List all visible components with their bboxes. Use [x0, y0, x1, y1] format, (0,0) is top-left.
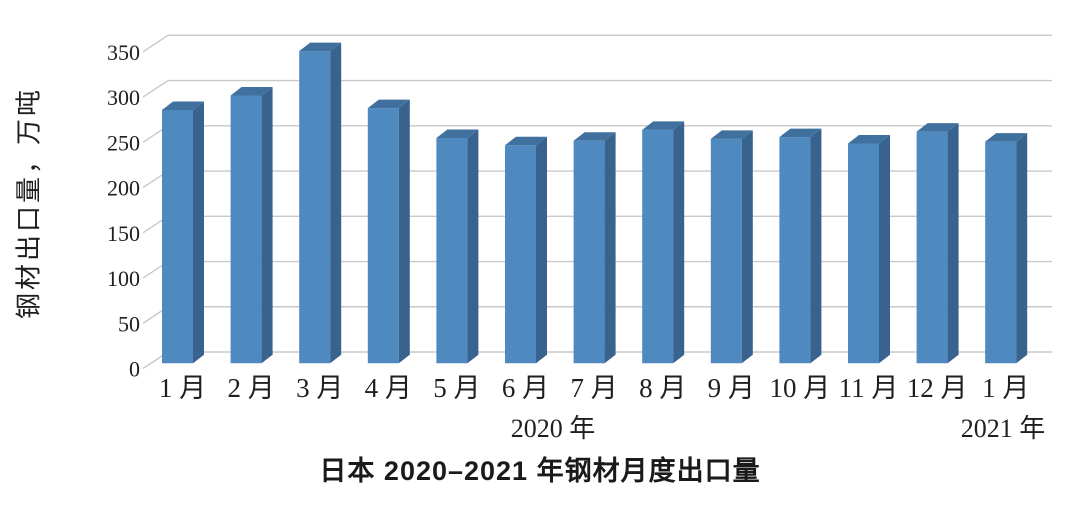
x-axis-year-label-2020: 2020 年: [510, 414, 596, 443]
chart-plot-area: 0 50 100 150 200 250 300 350 1 月 2 月 3 月 4 月 5 月 6 月 7…: [107, 34, 1052, 403]
bar: [436, 129, 479, 364]
x-month-label: 5 月: [433, 373, 480, 403]
x-month-label: 4 月: [365, 373, 412, 403]
x-month-label: 11 月: [839, 373, 899, 403]
bar: [367, 99, 410, 364]
bar: [916, 123, 959, 364]
y-tick-label: 0: [129, 357, 140, 382]
x-month-label: 1 月: [982, 373, 1029, 403]
x-axis-year-label-2021: 2021 年: [960, 414, 1046, 443]
x-month-label: 10 月: [770, 373, 831, 403]
bar: [848, 134, 890, 364]
bar: [230, 86, 273, 364]
gridline-depth-connector: [142, 34, 169, 53]
x-month-label: 6 月: [502, 373, 549, 403]
bar: [642, 121, 685, 364]
x-month-label: 12 月: [907, 373, 968, 403]
bar: [299, 42, 342, 364]
y-tick-label: 300: [107, 85, 140, 110]
gridline-depth-connector: [142, 79, 169, 98]
y-tick-label: 250: [107, 130, 140, 155]
chart-title: 日本 2020–2021 年钢材月度出口量: [319, 456, 761, 486]
bar: [779, 128, 822, 364]
y-tick-label: 100: [107, 266, 140, 291]
x-month-label: 7 月: [570, 373, 617, 403]
x-month-label: 8 月: [639, 373, 686, 403]
bar: [505, 136, 547, 364]
x-month-label: 2 月: [227, 373, 274, 403]
x-month-label: 9 月: [708, 373, 755, 403]
y-tick-label: 150: [107, 221, 140, 246]
y-axis-title: 钢材出口量，万吨: [14, 86, 44, 320]
y-tick-label: 350: [107, 40, 140, 65]
y-tick-label: 200: [107, 176, 140, 201]
x-month-label: 3 月: [296, 373, 343, 403]
bar: [573, 132, 616, 364]
bar: [710, 130, 753, 364]
bar: [162, 101, 204, 364]
bar: [985, 133, 1028, 364]
y-tick-label: 50: [118, 311, 140, 336]
x-month-label: 1 月: [159, 373, 206, 403]
